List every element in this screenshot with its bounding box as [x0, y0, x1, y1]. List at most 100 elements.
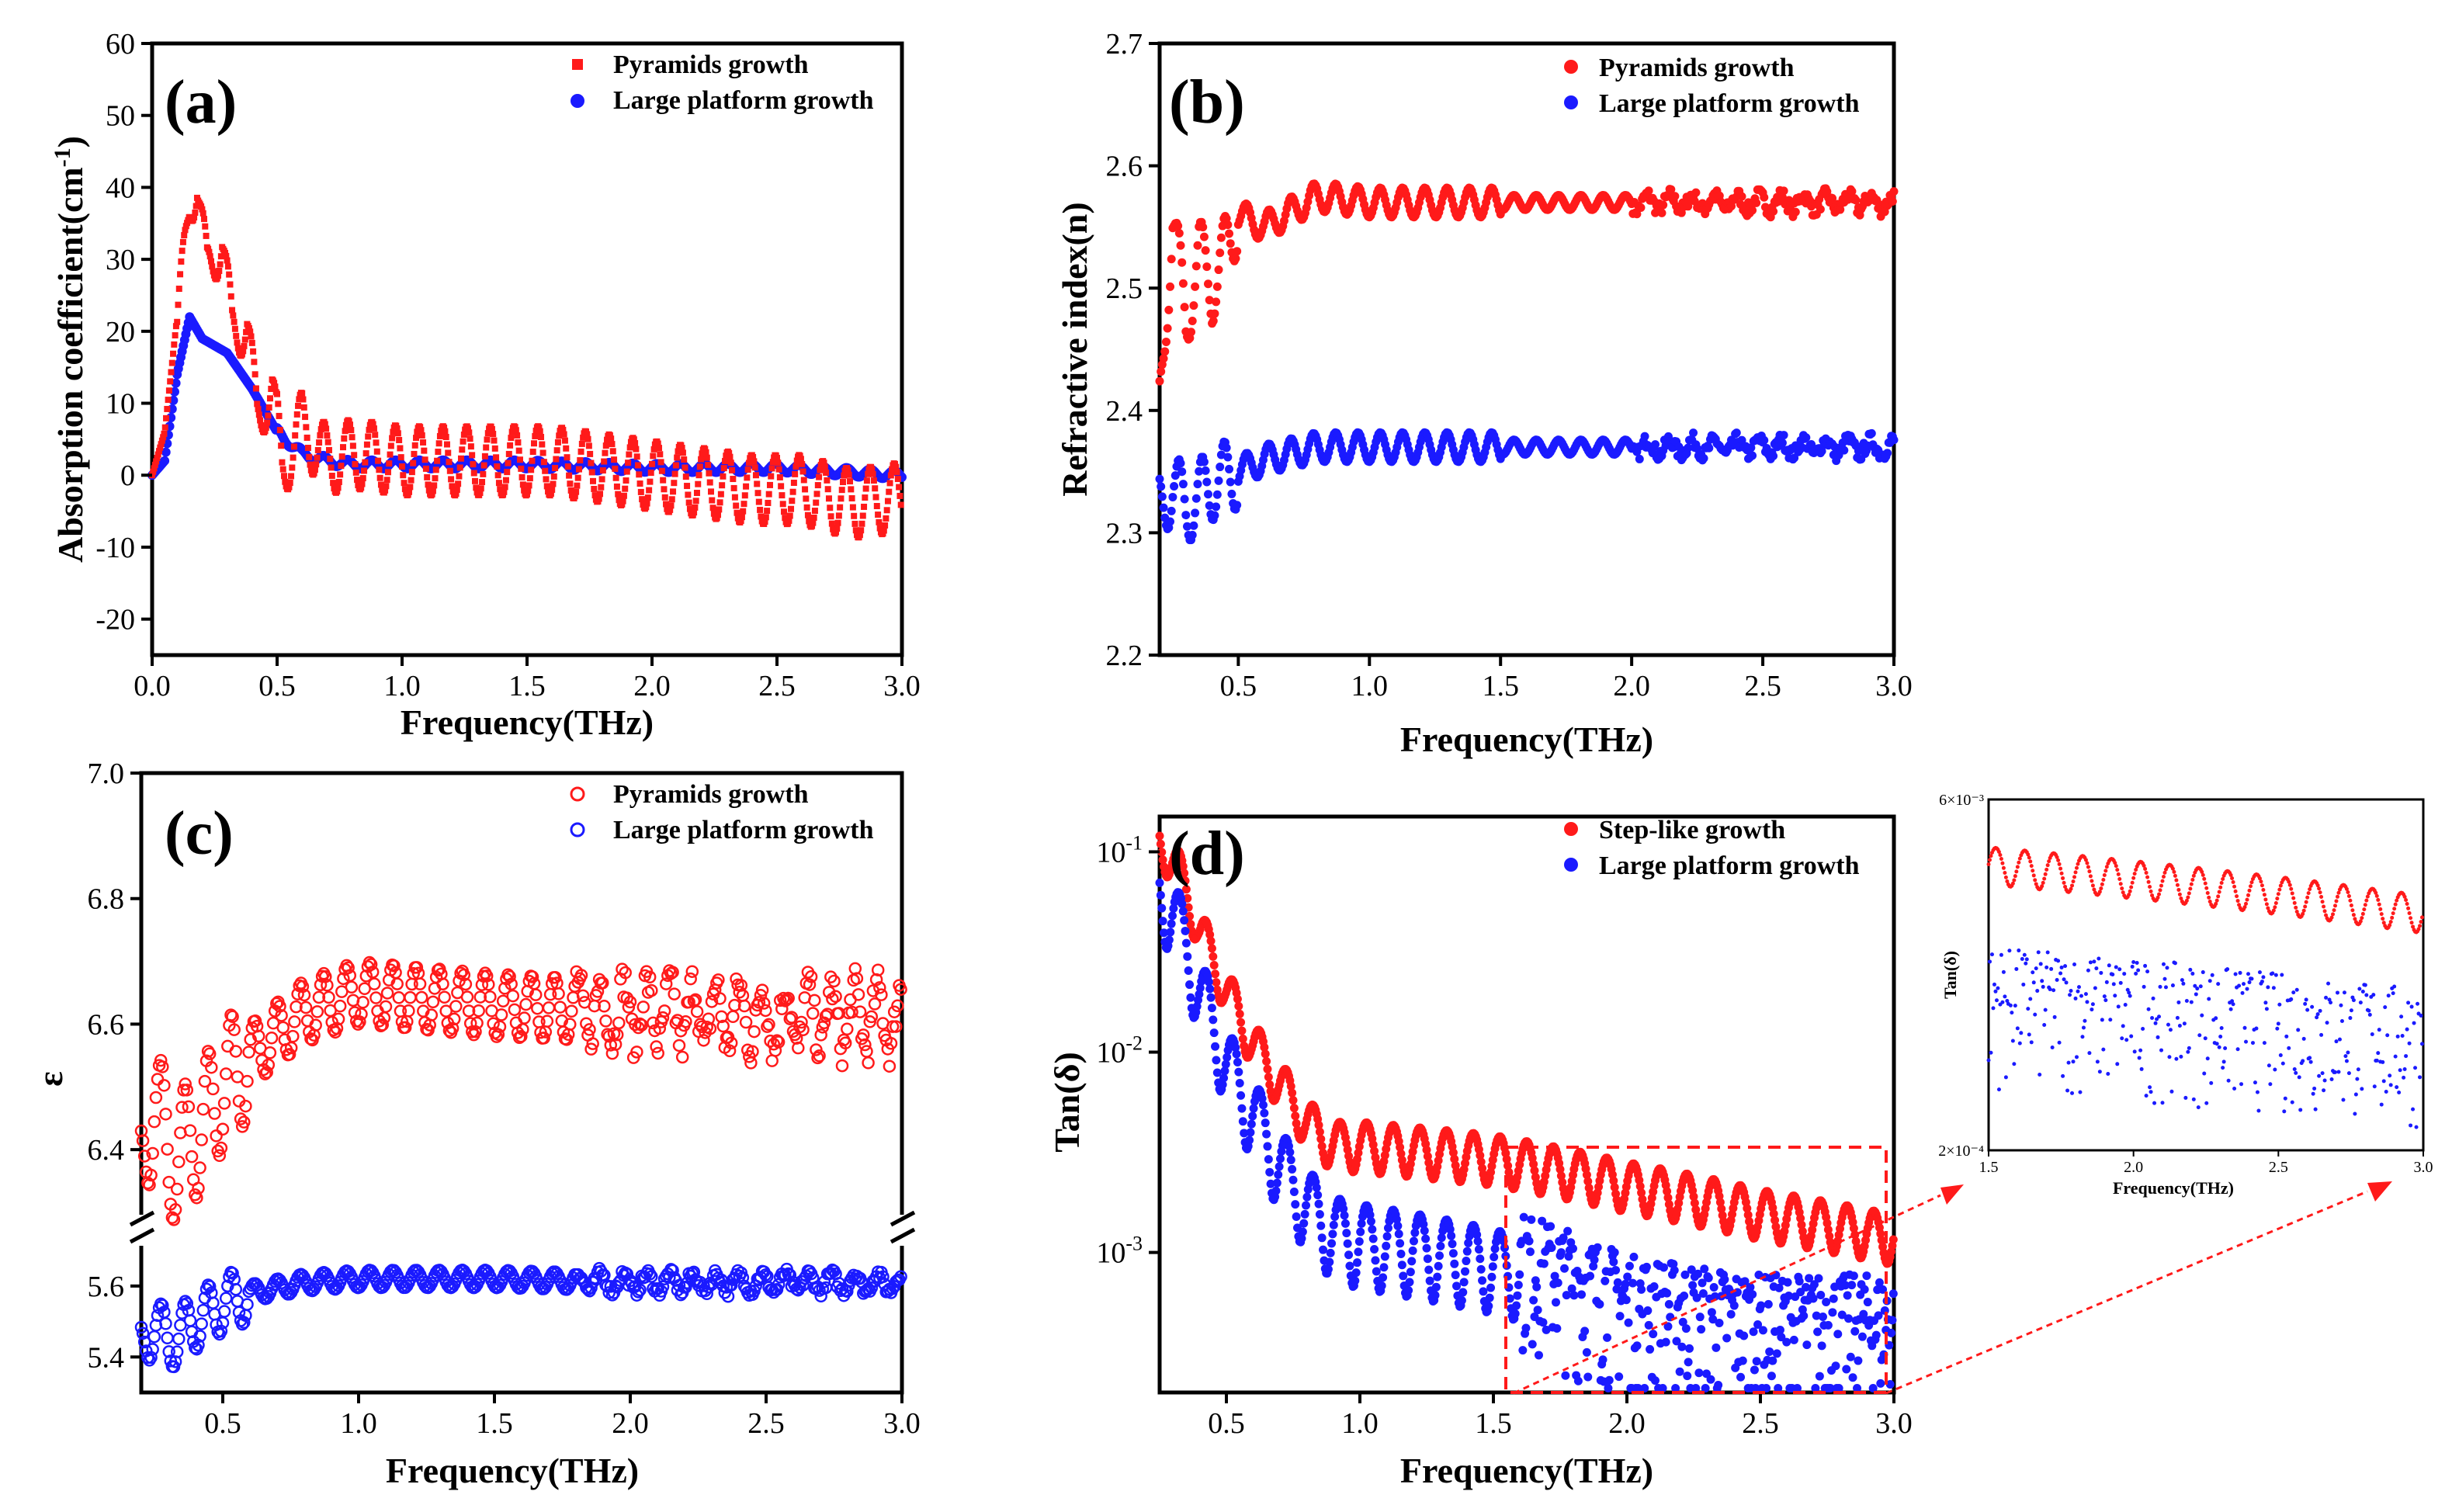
panel-a-point-red-139 — [288, 473, 295, 480]
panel-a-point-red-126 — [275, 401, 282, 407]
panel-c-point-red-433 — [841, 1022, 854, 1036]
panel-c-point-red-10 — [151, 1073, 165, 1086]
panel-a-point-red-436 — [584, 435, 591, 442]
panel-a-point-red-569 — [717, 491, 724, 498]
panel-a-point-red-19 — [168, 369, 175, 376]
panel-a-point-red-520 — [668, 496, 675, 503]
panel-a-point-red-109 — [258, 421, 265, 428]
panel-c-point-red-191 — [446, 1021, 460, 1035]
panel-c-point-red-198 — [457, 968, 471, 982]
panel-a-xtick-label-4: 2.0 — [633, 670, 671, 702]
panel-d-point-blue-544 — [1736, 1372, 1746, 1382]
panel-a-point-red-108 — [257, 417, 264, 424]
panel-d-point-red-400 — [1582, 1170, 1591, 1180]
panel-a-point-red-467 — [616, 497, 623, 504]
panel-c-point-red-205 — [469, 1025, 482, 1039]
panel-c-point-red-49 — [214, 1141, 228, 1155]
panel-c-point-red-270 — [574, 969, 588, 982]
panel-b-point-blue-440 — [1732, 428, 1741, 438]
panel-a-point-red-733 — [882, 522, 889, 529]
panel-a-ytick-label-5: 30 — [106, 244, 135, 276]
panel-d-point-blue-509 — [1698, 1289, 1708, 1299]
panel-a-point-red-328 — [477, 490, 484, 497]
panel-c-point-red-207 — [472, 1004, 485, 1018]
panel-d-point-blue-421 — [1604, 1375, 1614, 1385]
panel-a-point-red-740 — [889, 466, 896, 473]
panel-a-point-red-554 — [702, 449, 709, 456]
panel-d-point-blue-223 — [1393, 1221, 1403, 1230]
panel-d-point-blue-9 — [1164, 935, 1174, 945]
panel-c-point-red-295 — [616, 962, 629, 976]
panel-c-point-red-144 — [369, 991, 383, 1004]
panel-d-point-blue-489 — [1677, 1342, 1687, 1351]
panel-d-point-red-500 — [1689, 1192, 1698, 1202]
panel-a-point-red-732 — [880, 527, 887, 534]
panel-b-point-blue-1 — [1157, 482, 1166, 491]
panel-a-point-red-213 — [362, 459, 369, 466]
panel-b-point-red-9 — [1167, 255, 1176, 264]
panel-b-point-blue-403 — [1684, 443, 1693, 453]
panel-a-point-red-592 — [740, 501, 747, 508]
panel-d-point-blue-103 — [1265, 1167, 1275, 1177]
panel-d-point-blue-300 — [1476, 1254, 1485, 1264]
panel-c-point-red-193 — [449, 1000, 463, 1013]
panel-c-point-red-30 — [183, 1124, 197, 1137]
panel-d-point-blue-618 — [1815, 1372, 1824, 1381]
panel-a-point-red-146 — [295, 402, 302, 409]
panel-d-point-blue-560 — [1753, 1320, 1763, 1330]
panel-d-point-blue-153 — [1319, 1245, 1328, 1254]
panel-a-point-red-352 — [501, 488, 508, 495]
panel-c-point-red-236 — [519, 997, 532, 1011]
panel-c-point-red-192 — [447, 1012, 461, 1026]
panel-d-xtick-label-4: 2.5 — [1742, 1407, 1779, 1440]
panel-d-point-blue-367 — [1547, 1243, 1556, 1252]
panel-a-point-red-615 — [764, 508, 771, 515]
panel-a-point-red-417 — [566, 472, 573, 479]
panel-d-point-blue-401 — [1583, 1372, 1593, 1382]
panel-b-point-blue-452 — [1748, 451, 1757, 460]
panel-a-point-red-620 — [768, 465, 775, 472]
panel-d-point-blue-250 — [1422, 1243, 1431, 1253]
panel-a-point-red-594 — [743, 483, 750, 490]
panel-c-point-red-355 — [713, 992, 727, 1005]
panel-a-point-red-560 — [709, 497, 716, 504]
panel-c-point-blue-466 — [894, 1270, 907, 1283]
panel-b-point-blue-34 — [1199, 457, 1209, 466]
panel-d-point-red-75 — [1235, 1009, 1244, 1018]
panel-a-point-red-672 — [820, 459, 827, 466]
panel-b-point-blue-468 — [1769, 452, 1778, 461]
panel-a-point-red-377 — [525, 482, 532, 489]
panel-c-point-red-135 — [355, 1007, 368, 1021]
panel-c-point-red-362 — [724, 1036, 738, 1049]
panel-b-point-blue-52 — [1223, 453, 1233, 462]
panel-a-point-red-562 — [710, 510, 717, 517]
panel-d-point-blue-381 — [1562, 1291, 1571, 1300]
panel-a-point-red-614 — [762, 514, 769, 521]
panel-d-point-blue-150 — [1315, 1209, 1324, 1219]
panel-a-point-red-368 — [516, 456, 523, 463]
panel-c-point-red-450 — [868, 997, 882, 1011]
panel-d-point-blue-516 — [1706, 1375, 1715, 1384]
panel-c-ticks: 0.5 1.0 1.5 2.0 2.5 3.05.45.66.46.66.87.0 — [88, 758, 921, 1440]
panel-c-point-red-326 — [666, 966, 679, 979]
panel-d-point-blue-398 — [1580, 1326, 1590, 1336]
panel-a-point-red-263 — [411, 442, 418, 449]
panel-d-point-blue-272 — [1445, 1225, 1455, 1234]
panel-a-point-red-118 — [266, 395, 273, 402]
panel-d-point-blue-370 — [1550, 1271, 1559, 1281]
panel-a-point-red-716 — [865, 470, 872, 477]
panel-c-point-blue-65 — [241, 1298, 254, 1311]
panel-a-point-red-724 — [872, 494, 879, 501]
panel-d-point-blue-134 — [1298, 1227, 1307, 1236]
panel-a-point-red-366 — [515, 439, 522, 446]
panel-a-point-red-258 — [407, 484, 414, 491]
panel-c-point-red-254 — [549, 970, 562, 984]
panel-d-zoom-arrowhead-bottom — [2367, 1181, 2392, 1202]
panel-d-point-blue-378 — [1559, 1233, 1568, 1243]
panel-d-point-blue-647 — [1846, 1352, 1855, 1361]
panel-d-point-blue-642 — [1840, 1281, 1850, 1290]
panel-a-point-red-453 — [602, 449, 609, 456]
panel-d-point-red-102 — [1264, 1073, 1273, 1082]
panel-b-point-blue-2 — [1157, 492, 1167, 501]
panel-c-point-red-7 — [146, 1146, 159, 1160]
